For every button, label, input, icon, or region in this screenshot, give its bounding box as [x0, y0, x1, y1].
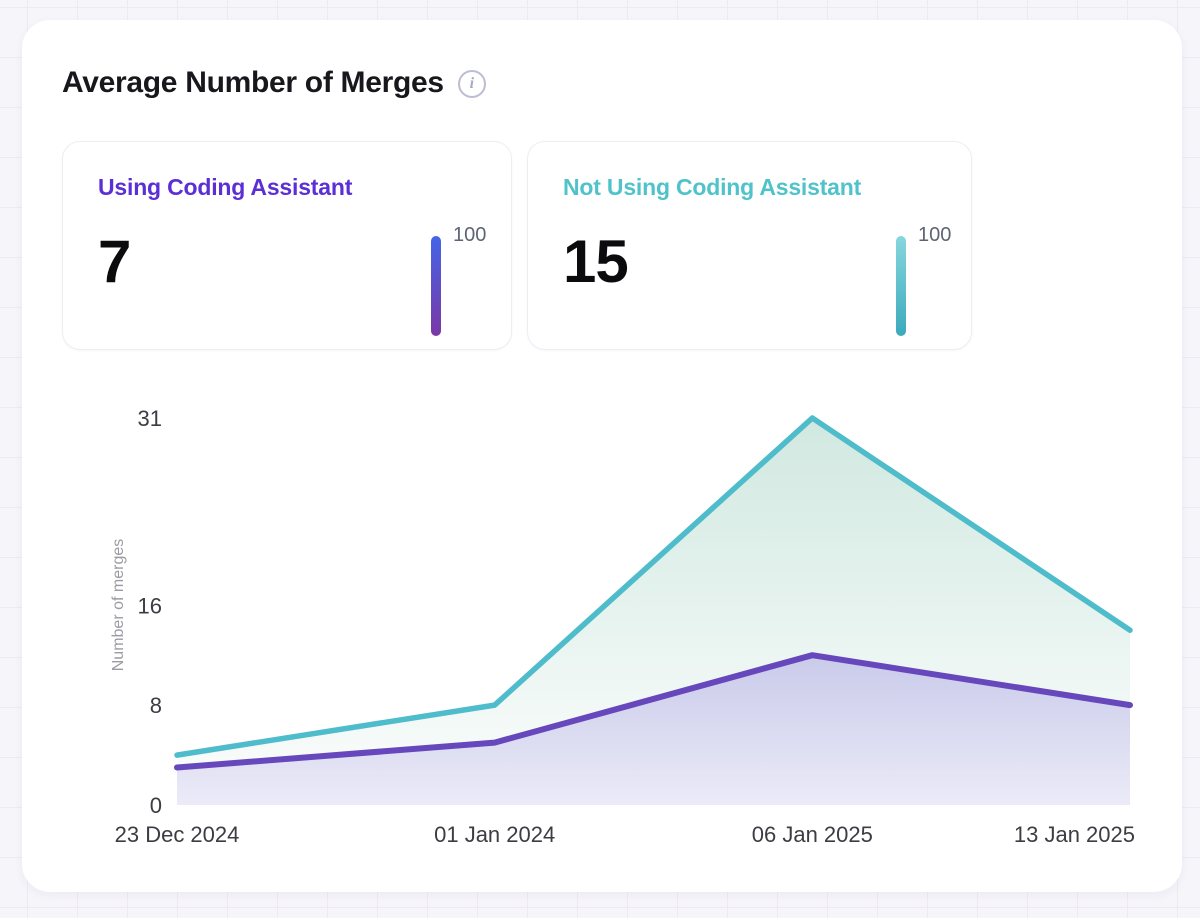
chart-canvas[interactable]: 0 8 16 31 23 Dec 2024 01 Jan 2024 06 Jan 2025…: [22, 390, 1182, 860]
series-line-not-using[interactable]: [174, 415, 1133, 758]
info-icon[interactable]: i: [457, 70, 486, 98]
stat-row: Using Coding Assistant 7 100 Not Using C…: [22, 141, 1182, 350]
card-header: Average Number of Merges i: [22, 20, 1182, 100]
x-tick-label: 13 Jan 2025: [1014, 822, 1135, 847]
x-tick-label: 01 Jan 2024: [434, 822, 555, 847]
y-tick-label: 8: [150, 693, 162, 718]
area-fill-using: [177, 655, 1130, 805]
y-tick-label: 31: [138, 406, 162, 431]
y-tick-label: 16: [138, 593, 162, 618]
stat-value-not-using-assistant: 15: [563, 228, 629, 295]
stat-label-not-using-assistant: Not Using Coding Assistant: [563, 174, 862, 200]
y-tick-label: 0: [150, 793, 162, 818]
stat-scale-max-label: 100: [453, 224, 487, 246]
x-tick-label: 23 Dec 2024: [115, 822, 240, 847]
y-axis-title: Number of merges: [110, 539, 127, 672]
merges-area-chart[interactable]: 0 8 16 31 23 Dec 2024 01 Jan 2024 06 Jan 2025…: [22, 390, 1182, 860]
stat-scale-bar: [431, 236, 441, 336]
x-tick-label: 06 Jan 2025: [752, 822, 873, 847]
stat-value-using-assistant: 7: [98, 228, 131, 295]
stat-card-using-assistant: Using Coding Assistant 7 100: [62, 141, 512, 350]
stat-label-using-assistant: Using Coding Assistant: [98, 174, 353, 200]
stat-scale-max-label: 100: [918, 224, 952, 246]
stat-scale-bar: [896, 236, 906, 336]
series-line-using[interactable]: [174, 652, 1133, 771]
analytics-card: Average Number of Merges i Using Coding …: [22, 20, 1182, 892]
page-title: Average Number of Merges: [62, 66, 444, 99]
stat-card-not-using-assistant: Not Using Coding Assistant 15 100: [527, 141, 972, 350]
